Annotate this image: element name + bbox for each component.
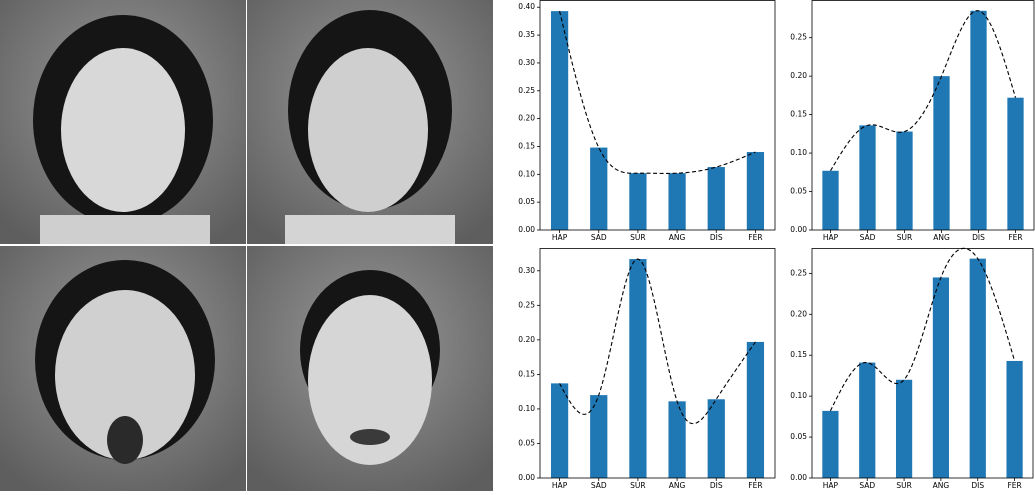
x-tick-label: HAP bbox=[552, 233, 568, 242]
y-tick-label: 0.30 bbox=[518, 266, 535, 275]
bar bbox=[933, 277, 949, 478]
plot-area bbox=[540, 0, 775, 230]
y-tick-label: 0.05 bbox=[790, 187, 807, 196]
chart: 0.00 0.05 0.10 0.15 0.20 0.25 HAP SAD SUR ANG DIS F… bbox=[790, 248, 1033, 490]
x-tick-label: SAD bbox=[860, 233, 876, 242]
bar bbox=[859, 363, 875, 478]
x-tick-label: DIS bbox=[710, 233, 723, 242]
bar bbox=[629, 259, 646, 478]
x-tick-label: SAD bbox=[591, 233, 607, 242]
x-tick-label: ANG bbox=[933, 481, 950, 490]
y-tick-label: 0.05 bbox=[518, 438, 535, 447]
bar bbox=[747, 342, 764, 478]
x-tick-label: FER bbox=[1007, 481, 1021, 490]
y-tick-label: 0.35 bbox=[518, 30, 535, 39]
x-tick-label: FER bbox=[1008, 233, 1022, 242]
y-tick-label: 0.25 bbox=[518, 86, 535, 95]
x-tick-label: ANG bbox=[669, 233, 686, 242]
y-tick-label: 0.05 bbox=[518, 197, 535, 206]
y-tick-label: 0.25 bbox=[790, 33, 807, 42]
bar bbox=[708, 167, 725, 230]
y-tick-label: 0.25 bbox=[518, 300, 535, 309]
x-tick-label: HAP bbox=[823, 481, 839, 490]
plot-area bbox=[812, 248, 1033, 478]
y-tick-label: 0.10 bbox=[518, 404, 535, 413]
bar bbox=[551, 383, 568, 478]
bar bbox=[896, 132, 912, 230]
chart: 0.00 0.05 0.10 0.15 0.20 0.25 HAP SAD SUR ANG DIS F… bbox=[790, 0, 1034, 242]
bar bbox=[822, 411, 838, 478]
photo bbox=[0, 0, 246, 244]
bar bbox=[551, 11, 568, 230]
bar bbox=[747, 152, 764, 230]
y-tick-label: 0.00 bbox=[790, 473, 807, 482]
photo bbox=[0, 246, 246, 491]
y-tick-label: 0.00 bbox=[518, 473, 535, 482]
bar bbox=[629, 173, 646, 230]
chart: 0.00 0.05 0.10 0.15 0.20 0.25 0.30 HAP SAD SUR ANG… bbox=[518, 248, 775, 490]
y-tick-label: 0.00 bbox=[518, 225, 535, 234]
y-tick-label: 0.15 bbox=[790, 110, 807, 119]
y-tick-label: 0.15 bbox=[518, 369, 535, 378]
bar bbox=[933, 76, 949, 230]
y-tick-label: 0.10 bbox=[518, 169, 535, 178]
y-tick-label: 0.15 bbox=[518, 141, 535, 150]
x-tick-label: ANG bbox=[933, 233, 950, 242]
y-tick-label: 0.30 bbox=[518, 58, 535, 67]
photo bbox=[247, 246, 493, 491]
plot-area bbox=[540, 248, 775, 478]
bar bbox=[970, 11, 986, 230]
x-tick-label: SUR bbox=[630, 481, 645, 490]
bar bbox=[1006, 361, 1022, 478]
y-tick-label: 0.00 bbox=[790, 225, 807, 234]
bar bbox=[668, 173, 685, 230]
bar bbox=[668, 401, 685, 478]
page: 0.00 0.05 0.10 0.15 0.20 0.25 0.30 0.35 0.40 HAP S… bbox=[0, 0, 1035, 491]
y-tick-label: 0.05 bbox=[790, 432, 807, 441]
bar bbox=[896, 380, 912, 478]
bar bbox=[859, 125, 875, 230]
x-tick-label: DIS bbox=[971, 481, 984, 490]
y-tick-label: 0.20 bbox=[790, 309, 807, 318]
y-tick-label: 0.10 bbox=[790, 148, 807, 157]
bar bbox=[708, 399, 725, 478]
x-tick-label: SUR bbox=[897, 233, 912, 242]
y-tick-label: 0.15 bbox=[790, 350, 807, 359]
bar bbox=[822, 171, 838, 230]
chart: 0.00 0.05 0.10 0.15 0.20 0.25 0.30 0.35 0.40 HAP S… bbox=[518, 0, 775, 242]
x-tick-label: FER bbox=[748, 481, 762, 490]
x-tick-label: SUR bbox=[630, 233, 645, 242]
y-tick-label: 0.20 bbox=[518, 114, 535, 123]
bar bbox=[1007, 98, 1023, 230]
y-tick-label: 0.20 bbox=[790, 71, 807, 80]
x-tick-label: SUR bbox=[896, 481, 911, 490]
bar bbox=[590, 148, 607, 230]
x-tick-label: SAD bbox=[859, 481, 875, 490]
bar bbox=[970, 259, 986, 478]
x-tick-label: DIS bbox=[972, 233, 985, 242]
y-tick-label: 0.20 bbox=[518, 335, 535, 344]
photo-grid bbox=[0, 0, 493, 491]
figure: 0.00 0.05 0.10 0.15 0.20 0.25 0.30 0.35 0.40 HAP S… bbox=[0, 0, 1035, 491]
y-tick-label: 0.40 bbox=[518, 2, 535, 11]
x-tick-label: HAP bbox=[552, 481, 568, 490]
x-tick-label: SAD bbox=[591, 481, 607, 490]
x-tick-label: FER bbox=[748, 233, 762, 242]
y-tick-label: 0.25 bbox=[790, 268, 807, 277]
x-tick-label: HAP bbox=[823, 233, 839, 242]
photo bbox=[247, 0, 493, 244]
y-tick-label: 0.10 bbox=[790, 391, 807, 400]
plot-area bbox=[812, 0, 1034, 230]
x-tick-label: DIS bbox=[710, 481, 723, 490]
x-tick-label: ANG bbox=[669, 481, 686, 490]
